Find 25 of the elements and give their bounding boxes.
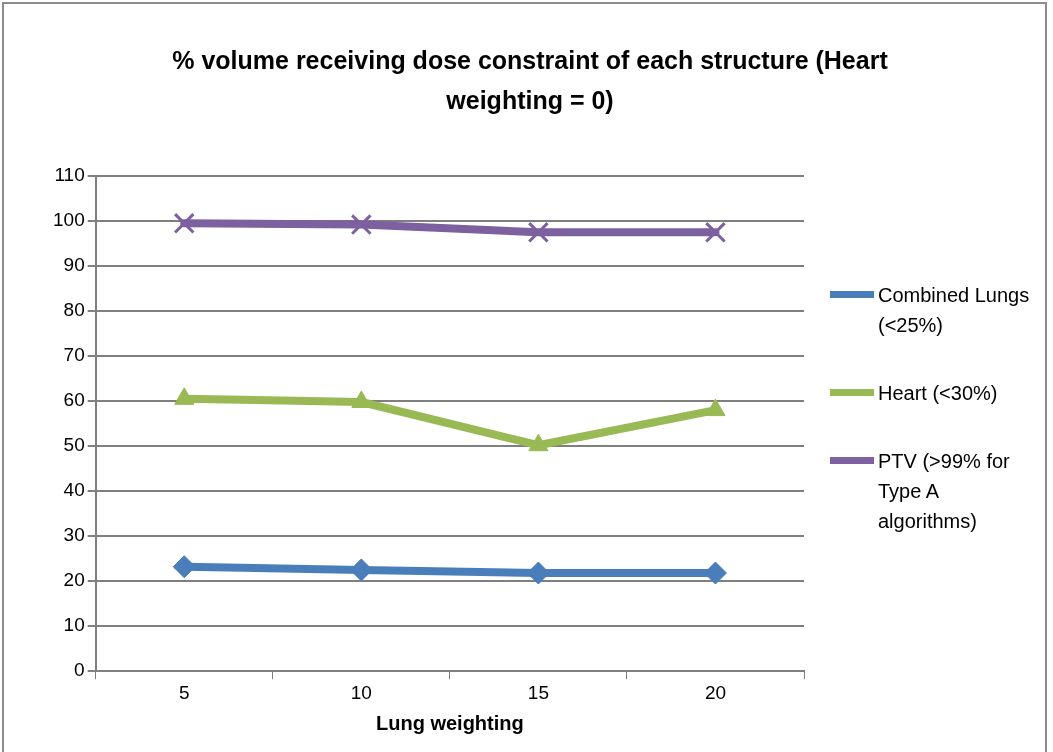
x-tick-label: 20: [704, 681, 727, 703]
point: [704, 221, 727, 243]
legend-label: Combined Lungs (<25%): [878, 283, 1031, 338]
chart-title: % volume receiving dose constraint of each structure (Heart weighting = 0): [171, 45, 889, 116]
x-tick-label: 10: [350, 681, 372, 703]
legend-label: PTV (>99% for Type A algorithms): [878, 449, 1011, 534]
y-tick-label: 90: [63, 254, 85, 276]
y-tick-label: 10: [63, 614, 85, 636]
y-tick-label: 100: [53, 209, 85, 231]
y-tick-label: 70: [63, 344, 85, 366]
y-tick-label: 20: [63, 569, 85, 591]
y-tick-label: 0: [74, 659, 85, 681]
point: [527, 221, 550, 243]
y-tick-label: 80: [63, 299, 85, 321]
y-tick-label: 40: [63, 479, 85, 501]
point: [173, 212, 195, 234]
x-tick-label: 15: [527, 681, 549, 703]
y-tick-label: 110: [54, 164, 85, 186]
x-tick-label: 5: [178, 681, 190, 703]
x-axis-title: Lung weighting: [375, 711, 524, 734]
legend-label: Heart (<30%): [878, 381, 998, 406]
y-tick-label: 50: [63, 434, 85, 456]
y-tick-label: 60: [63, 389, 85, 411]
point: [350, 213, 373, 236]
y-tick-label: 30: [63, 524, 85, 546]
